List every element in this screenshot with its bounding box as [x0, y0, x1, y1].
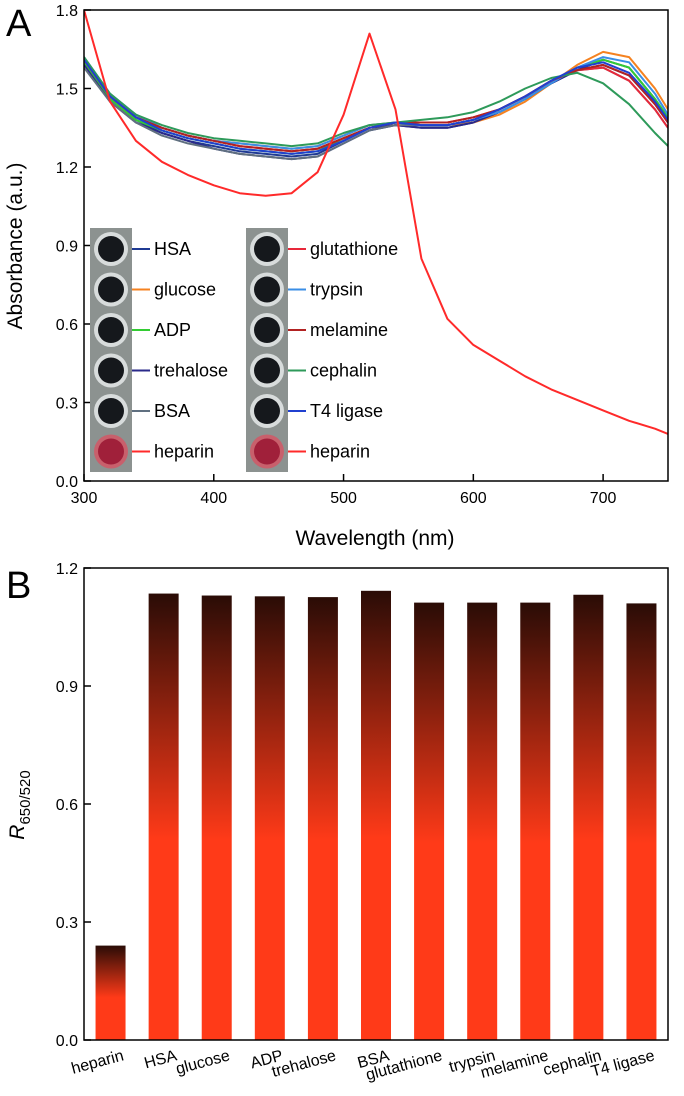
- bar: [201, 595, 232, 1040]
- bar: [626, 603, 657, 1040]
- y-tick-label: 0.6: [56, 797, 78, 814]
- series-line: [84, 56, 668, 148]
- series-line: [84, 59, 668, 155]
- panel-label: A: [6, 3, 32, 45]
- y-axis-label-main: R: [6, 825, 29, 840]
- y-tick-label: 1.2: [56, 160, 78, 177]
- y-axis-label: Absorbance (a.u.): [4, 163, 27, 330]
- legend-label: trehalose: [154, 361, 228, 381]
- bar: [414, 602, 445, 1040]
- bar: [573, 594, 604, 1040]
- y-tick-label: 0.0: [56, 474, 78, 491]
- y-axis-label: R650/520: [6, 770, 34, 839]
- well: [98, 236, 124, 262]
- plot-frame: [83, 9, 669, 482]
- well: [98, 438, 124, 465]
- legend-label: T4 ligase: [310, 401, 383, 421]
- bar: [467, 602, 498, 1040]
- well: [254, 276, 280, 303]
- legend-label: BSA: [154, 401, 190, 421]
- x-tick-label: 300: [71, 490, 98, 507]
- well: [98, 357, 124, 384]
- bar: [148, 593, 179, 1040]
- well: [98, 276, 124, 303]
- photo-strip: [246, 228, 288, 472]
- series-line: [84, 10, 668, 435]
- y-tick-label: 0.0: [56, 1033, 78, 1050]
- well: [98, 317, 124, 343]
- x-axis-label: Wavelength (nm): [295, 527, 454, 550]
- plot-frame: [83, 567, 669, 1041]
- well: [254, 236, 280, 262]
- y-tick-label: 0.3: [56, 915, 78, 932]
- y-tick-label: 1.8: [56, 3, 78, 20]
- legend-label: glucose: [154, 280, 216, 300]
- y-tick-label: 0.9: [56, 679, 78, 696]
- bar: [520, 602, 551, 1040]
- legend-label: cephalin: [310, 361, 377, 381]
- legend-label: trypsin: [310, 280, 363, 300]
- x-tick-label: 700: [590, 490, 617, 507]
- bar: [95, 945, 126, 1040]
- well: [254, 398, 280, 424]
- well: [254, 357, 280, 384]
- y-axis-label-sub: 650/520: [17, 770, 34, 824]
- bar: [254, 596, 285, 1040]
- y-tick-label: 0.3: [56, 396, 78, 413]
- y-tick-label: 1.2: [56, 561, 78, 578]
- panel-label: B: [6, 565, 31, 607]
- well: [254, 317, 280, 343]
- legend-label: HSA: [154, 239, 191, 259]
- well: [98, 398, 124, 424]
- y-tick-label: 0.9: [56, 239, 78, 256]
- x-tick-label: 400: [200, 490, 227, 507]
- x-tick-label: 600: [460, 490, 487, 507]
- x-tick-label: glucose: [174, 1047, 232, 1078]
- series-line: [84, 63, 668, 161]
- y-tick-label: 0.6: [56, 317, 78, 334]
- legend-label: ADP: [154, 320, 191, 340]
- legend-label: glutathione: [310, 239, 398, 259]
- x-tick-label: HSA: [142, 1047, 178, 1072]
- bar: [307, 597, 338, 1040]
- bar: [361, 590, 391, 1040]
- y-tick-label: 1.5: [56, 82, 78, 99]
- well: [254, 438, 280, 465]
- legend-label: melamine: [310, 320, 388, 340]
- legend-label: heparin: [154, 442, 214, 462]
- x-tick-label: heparin: [70, 1047, 126, 1077]
- legend-label: heparin: [310, 442, 370, 462]
- x-tick-label: 500: [330, 490, 357, 507]
- series-line: [84, 66, 668, 161]
- photo-strip: [90, 228, 132, 472]
